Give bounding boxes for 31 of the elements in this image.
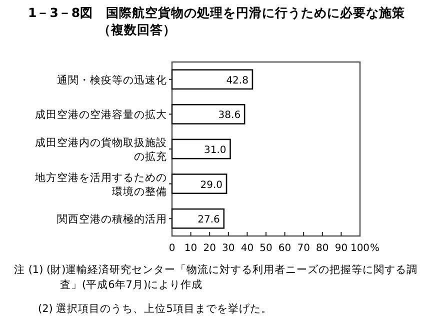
data-label: 29.0 [200, 180, 223, 191]
data-label: 38.6 [218, 110, 241, 122]
data-label: 42.8 [226, 75, 248, 86]
x-tick-label: 100 [350, 243, 370, 254]
y-tick-label: 成田空港の空港容量の拡大 [35, 108, 167, 122]
text: 注 (1) (財)運輸経済研究センター「物流に対する利用者ニーズの把握等に関する調査」(平成6年7月)により作成 [14, 263, 419, 293]
x-tick-label: 0 [168, 243, 176, 254]
chart-subtitle: （複数回答） [98, 22, 176, 37]
x-tick-label: 40 [240, 243, 254, 254]
bar [171, 69, 254, 90]
data-label: 27.6 [198, 214, 220, 226]
text: (2) 選択項目のうち、上位5項目までを挙げた。 [38, 302, 272, 315]
x-axis-title: % [370, 243, 380, 254]
x-tick-label: 30 [222, 243, 235, 254]
x-tick-label: 20 [203, 243, 216, 254]
y-tick-label: 関西空港の積極的活用 [57, 212, 167, 226]
x-tick-label: 80 [316, 243, 329, 254]
bar [171, 104, 246, 124]
x-tick-label: 10 [184, 243, 198, 254]
bar [171, 138, 231, 160]
data-label: 31.0 [204, 145, 226, 156]
x-tick-label: 70 [297, 243, 310, 254]
x-tick-label: 90 [334, 243, 348, 254]
bar [171, 208, 225, 229]
chart-title: 1－3－8図 国際航空貨物の処理を円滑に行うために必要な施策 [28, 5, 406, 20]
y-tick-label: 通関・検疫等の迅速化 [57, 73, 167, 86]
x-tick-label: 50 [260, 243, 272, 254]
y-tick-label: 成田空港内の貨物取扱施設の拡充 [35, 136, 167, 163]
x-tick-label: 60 [278, 243, 292, 254]
bar [171, 174, 228, 194]
y-tick-label: 地方空港を活用するための環境の整備 [34, 170, 167, 198]
